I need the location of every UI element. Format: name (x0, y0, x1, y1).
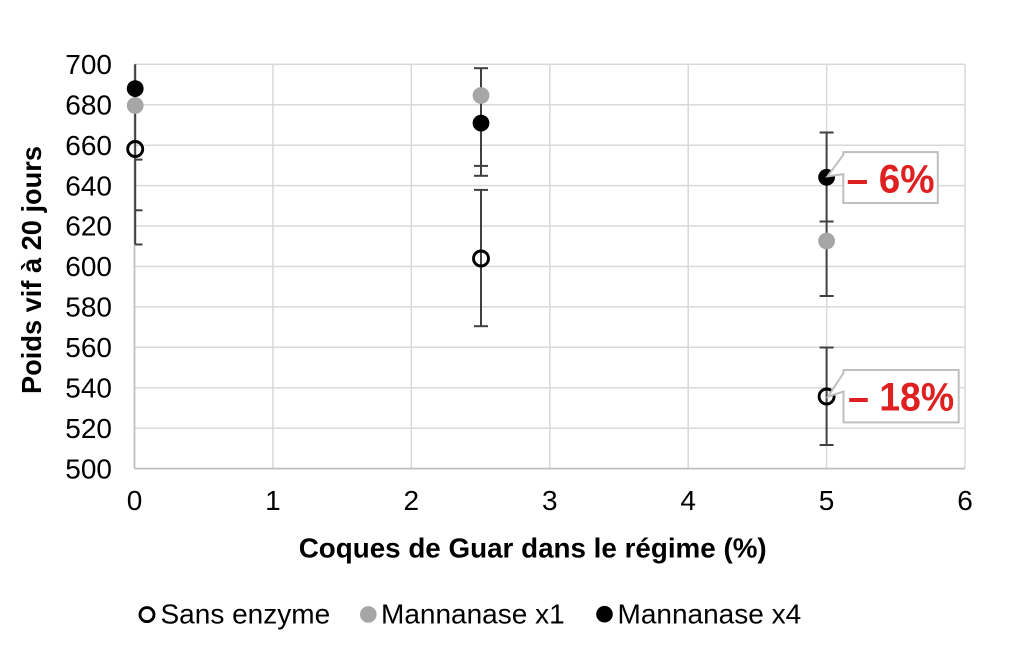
svg-text:2: 2 (404, 485, 420, 516)
svg-text:4: 4 (680, 485, 696, 516)
svg-text:3: 3 (542, 485, 558, 516)
svg-text:Poids vif à 20 jours: Poids vif à 20 jours (16, 146, 47, 394)
svg-text:1: 1 (265, 485, 281, 516)
svg-text:700: 700 (65, 49, 112, 80)
svg-text:– 18%: – 18% (848, 376, 954, 420)
svg-text:Sans enzyme: Sans enzyme (161, 598, 331, 629)
svg-text:5: 5 (819, 485, 835, 516)
svg-text:520: 520 (65, 413, 112, 444)
svg-text:500: 500 (65, 453, 112, 484)
svg-text:640: 640 (65, 170, 112, 201)
svg-text:Mannanase x4: Mannanase x4 (618, 598, 802, 629)
svg-text:580: 580 (65, 292, 112, 323)
svg-text:600: 600 (65, 251, 112, 282)
svg-text:660: 660 (65, 130, 112, 161)
svg-text:– 6%: – 6% (847, 158, 935, 202)
svg-text:Mannanase x1: Mannanase x1 (381, 598, 565, 629)
svg-text:680: 680 (65, 89, 112, 120)
svg-text:560: 560 (65, 332, 112, 363)
svg-text:6: 6 (957, 485, 973, 516)
svg-text:Coques de Guar dans le régime: Coques de Guar dans le régime (%) (299, 532, 767, 563)
svg-text:540: 540 (65, 373, 112, 404)
svg-text:0: 0 (127, 485, 143, 516)
svg-text:620: 620 (65, 211, 112, 242)
